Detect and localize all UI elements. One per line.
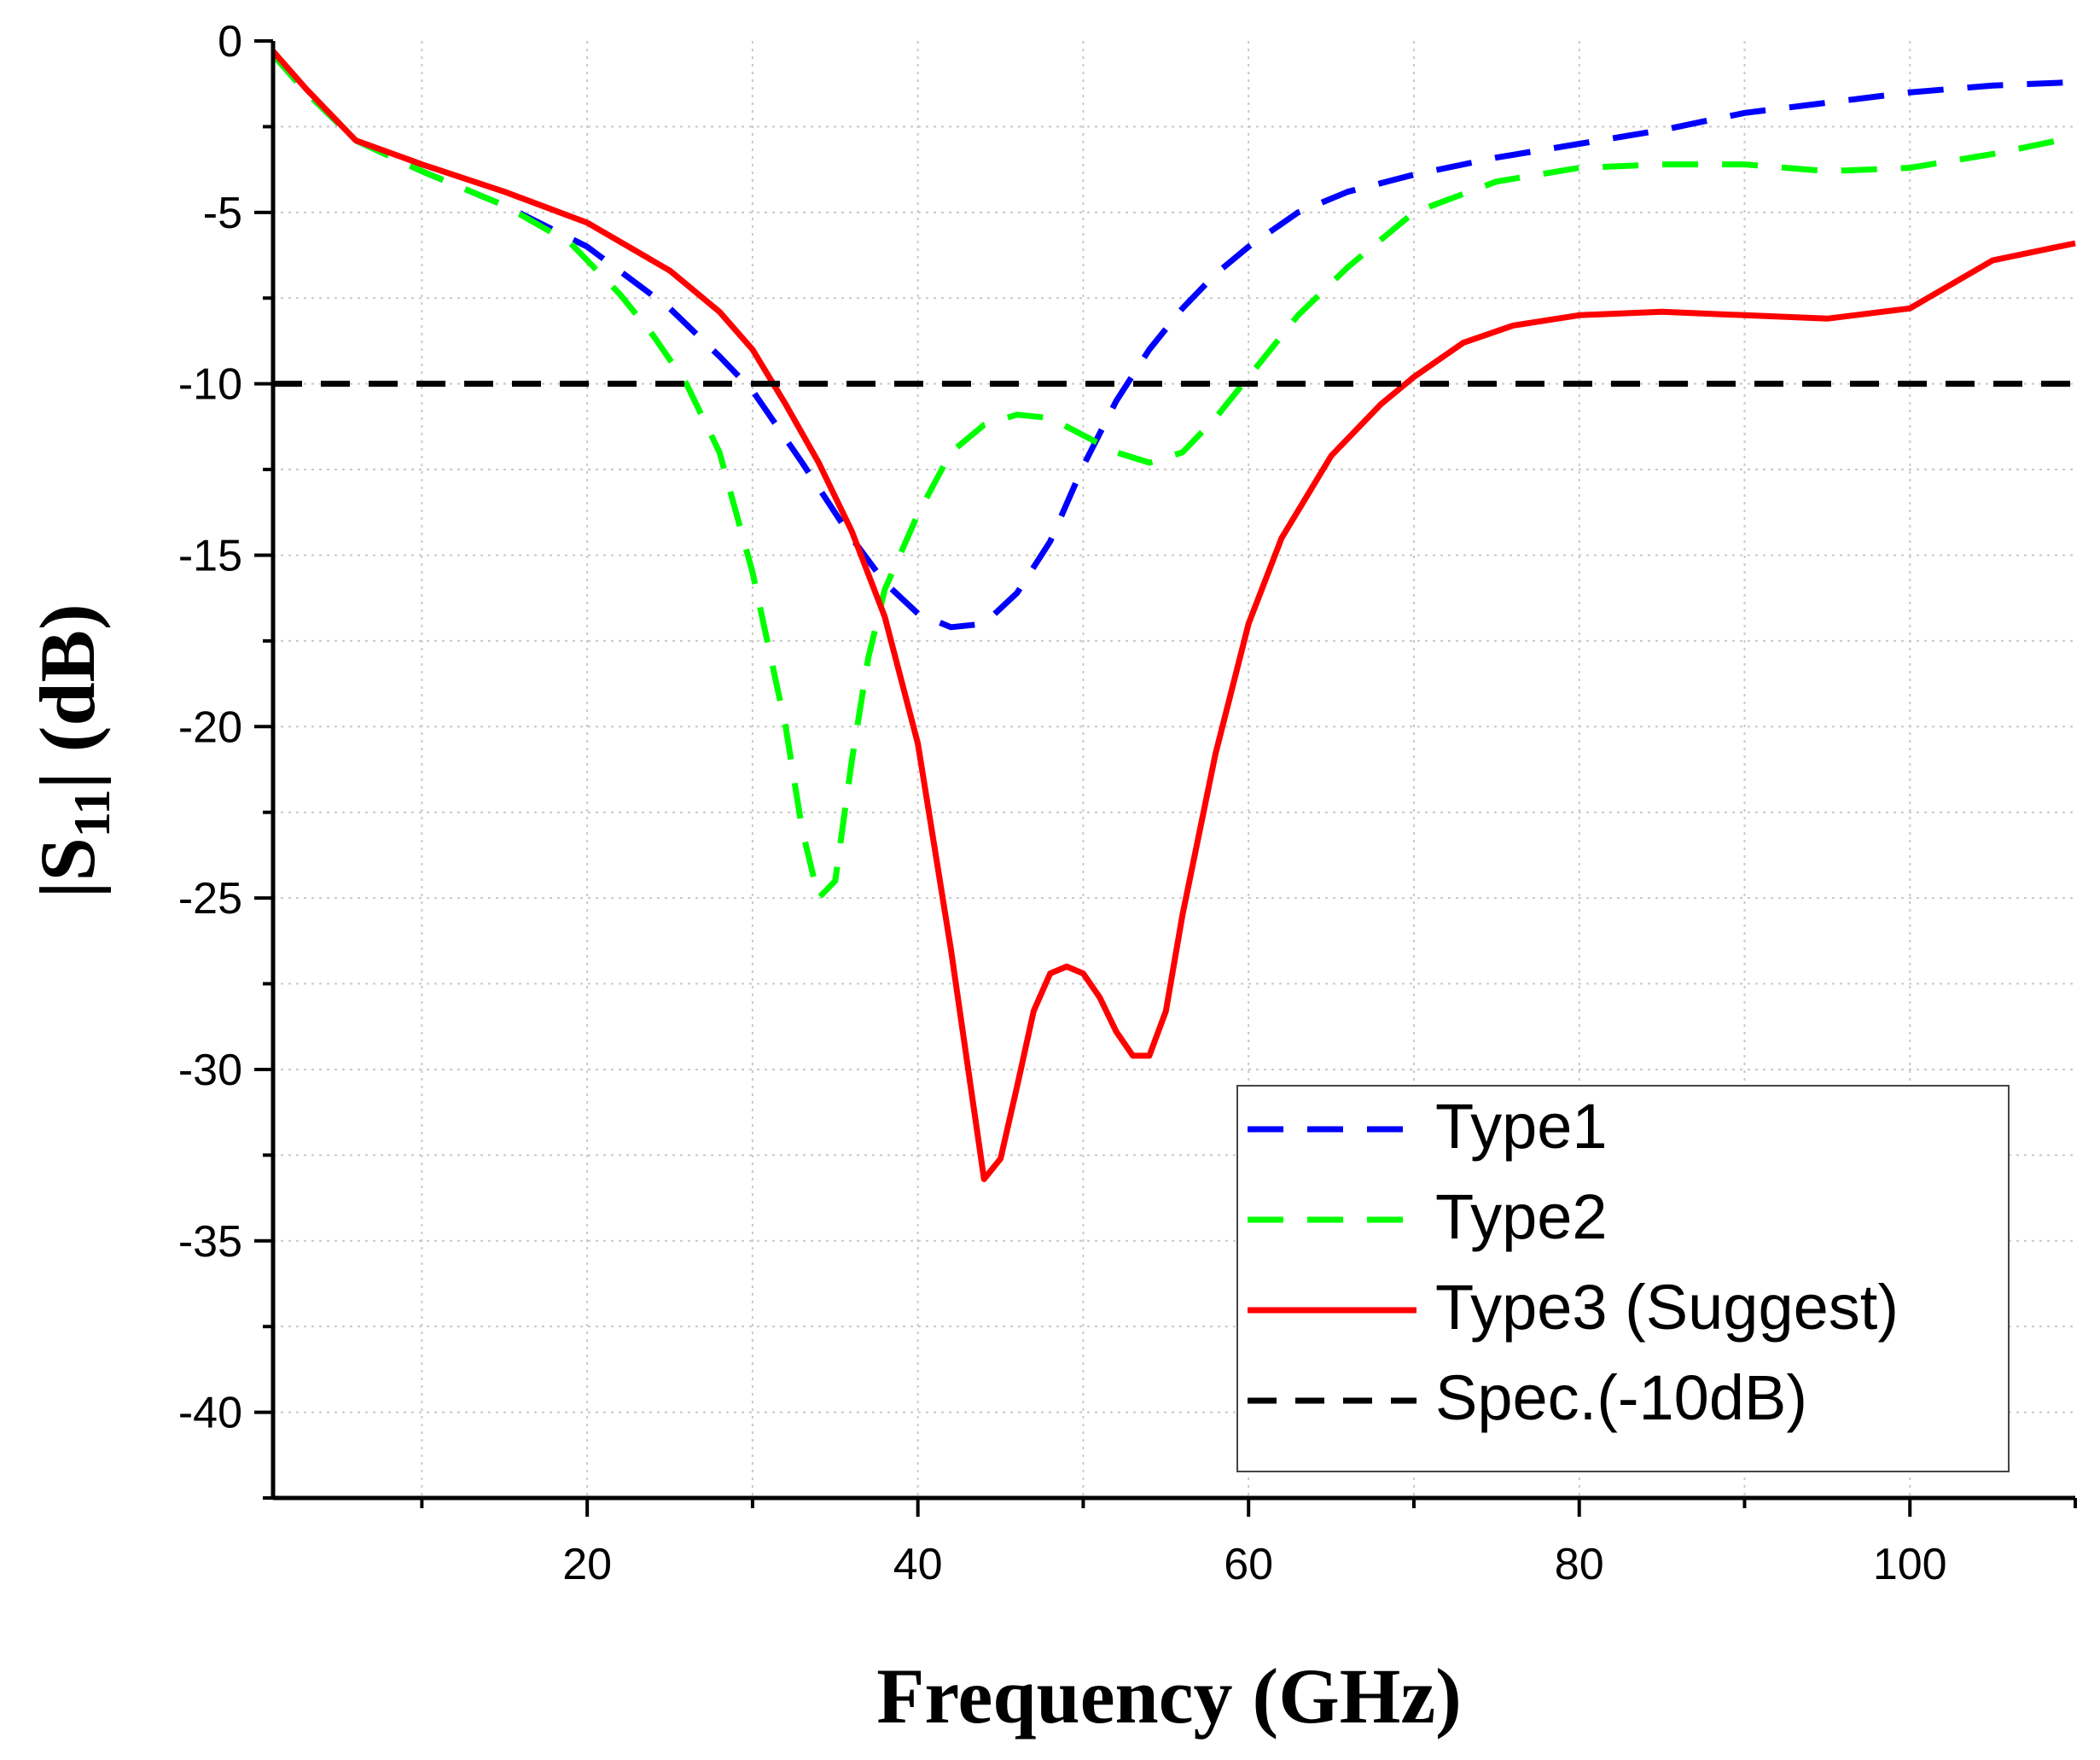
x-tick-label: 20 [562,1540,612,1589]
legend-label: Type1 [1435,1091,1608,1162]
series-line-type2 [270,52,2076,901]
x-tick-label: 80 [1555,1540,1604,1589]
y-tick-label: -15 [178,531,242,580]
x-tick-label: 100 [1873,1540,1947,1589]
y-tick-label: -25 [178,874,242,924]
axes [254,39,2077,1517]
series-line-type3-suggest [270,49,2076,1182]
legend-label: Spec.(-10dB) [1435,1362,1807,1433]
y-axis-title-suffix: | (dB) [24,603,111,789]
y-axis-title-subscript: 11 [64,789,120,837]
grid-lines [273,41,2075,1498]
y-tick-label: -5 [203,189,242,238]
legend-label: Type2 [1435,1181,1608,1252]
y-tick-label: -20 [178,702,242,752]
y-tick-label: -40 [178,1389,242,1438]
series-lines [270,49,2076,1182]
legend: Type1 Type2 Type3 (Suggest) Spec.(-10dB) [1236,1085,2010,1472]
y-tick-label: -30 [178,1046,242,1095]
y-tick-label: 0 [218,17,242,67]
tick-labels: 20 40 60 80 100 0 -5 -10 -15 -20 -25 -30 -35 -40 [178,17,1947,1589]
x-tick-label: 40 [893,1540,943,1589]
y-axis-title-prefix: |S [24,837,111,898]
y-tick-label: -35 [178,1217,242,1267]
x-axis-title: Frequency (GHz) [876,1652,1462,1740]
y-axis-title: |S11| (dB) [24,603,120,898]
legend-label: Type3 (Suggest) [1435,1272,1899,1343]
x-tick-label: 60 [1224,1540,1273,1589]
y-tick-label: -10 [178,360,242,410]
series-line-type1 [270,52,2076,631]
legend-box [1236,1085,2010,1472]
